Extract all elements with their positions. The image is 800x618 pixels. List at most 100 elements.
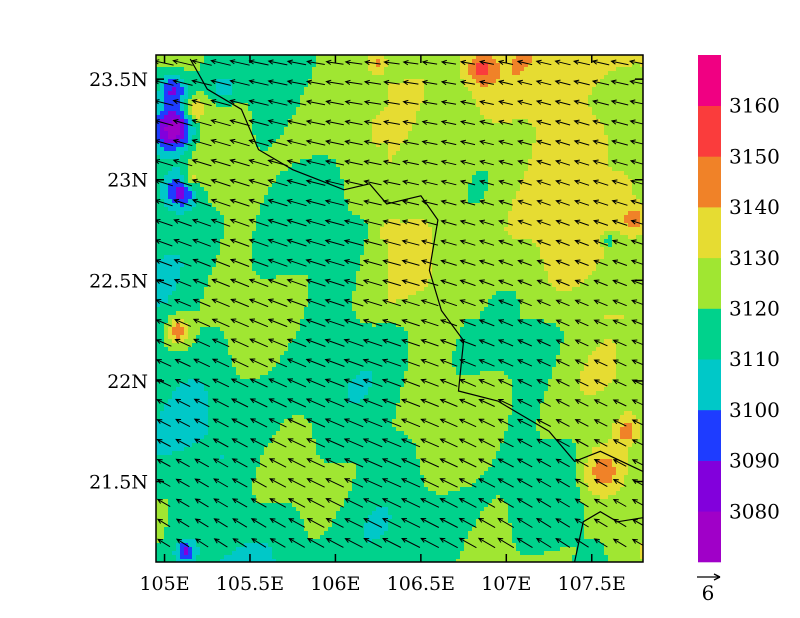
- wind-arrow: [440, 199, 457, 206]
- wind-arrow: [458, 498, 477, 508]
- wind-arrow: [212, 458, 229, 468]
- wind-arrow: [573, 179, 590, 186]
- wind-arrow: [230, 318, 249, 328]
- wind-arrow: [593, 538, 608, 548]
- wind-arrow: [325, 119, 344, 126]
- wind-arrow: [440, 99, 457, 106]
- wind-arrow: [440, 79, 457, 86]
- wind-arrow: [555, 537, 571, 548]
- wind-arrow: [612, 399, 627, 407]
- wind-arrow: [381, 418, 402, 428]
- wind-arrow: [574, 538, 589, 548]
- wind-arrow: [213, 498, 229, 508]
- wind-arrow: [420, 438, 439, 448]
- wind-arrow: [192, 298, 211, 307]
- wind-arrow: [248, 139, 269, 147]
- wind-arrow: [629, 99, 643, 105]
- wind-arrow: [305, 238, 326, 247]
- wind-arrow: [439, 498, 458, 508]
- wind-arrow: [536, 279, 551, 287]
- wind-arrow: [212, 398, 229, 408]
- wind-arrow: [382, 299, 402, 307]
- wind-arrow: [535, 518, 552, 528]
- wind-arrow: [191, 218, 212, 227]
- wind-arrow: [230, 398, 249, 408]
- wind-arrow: [439, 339, 458, 347]
- wind-arrow: [250, 518, 267, 528]
- wind-arrow: [344, 99, 363, 105]
- wind-arrow: [192, 258, 211, 267]
- wind-arrow: [287, 498, 306, 508]
- wind-arrow: [554, 99, 571, 106]
- wind-arrow: [306, 458, 325, 468]
- wind-arrow: [536, 498, 552, 508]
- wind-arrow: [229, 238, 250, 247]
- wind-arrow: [612, 259, 628, 266]
- wind-arrow: [172, 59, 193, 66]
- wind-arrow: [439, 478, 458, 488]
- wind-arrow: [458, 418, 477, 428]
- wind-arrow: [478, 458, 496, 468]
- colorbar-label: 3080: [729, 499, 780, 523]
- wind-arrow: [267, 218, 288, 227]
- wind-arrow: [210, 138, 231, 147]
- colorbar-label: 3140: [729, 195, 780, 219]
- wind-arrow: [381, 518, 402, 528]
- coastline-border: [189, 58, 643, 562]
- wind-arrow: [249, 398, 268, 408]
- wind-arrow: [592, 119, 609, 126]
- wind-arrow: [440, 299, 458, 307]
- wind-arrow: [324, 318, 345, 327]
- colorbar-segment: [698, 257, 721, 309]
- wind-arrow: [344, 159, 363, 166]
- wind-arrow: [343, 438, 364, 448]
- axes: 105E 105.5E 106E 106.5E 107E 107.5E 21.5N 22N 22…: [89, 55, 643, 595]
- wind-arrow: [459, 259, 476, 266]
- wind-arrow: [248, 258, 269, 267]
- wind-arrow: [288, 538, 305, 548]
- wind-arrow: [439, 378, 458, 387]
- wind-arrow: [194, 478, 209, 488]
- colorbar-label: 3160: [729, 94, 780, 118]
- wind-arrow: [267, 298, 288, 307]
- wind-arrow: [343, 398, 364, 408]
- colorbar-label: 3120: [729, 297, 780, 321]
- wind-arrow: [210, 158, 231, 167]
- wind-arrow: [231, 418, 249, 428]
- wind-arrow: [593, 518, 608, 528]
- wind-arrow: [324, 438, 345, 448]
- wind-arrow: [267, 59, 288, 66]
- wind-arrow: [420, 299, 439, 307]
- wind-arrow: [156, 119, 174, 126]
- wind-arrow: [401, 358, 420, 367]
- wind-arrow: [631, 459, 643, 466]
- wind-arrow: [305, 318, 326, 327]
- wind-arrow: [555, 458, 570, 468]
- colorbar-label: 3150: [729, 144, 780, 168]
- wind-arrow: [593, 459, 608, 467]
- wind-arrow: [248, 218, 269, 227]
- wind-arrow: [591, 79, 610, 86]
- wind-arrow: [593, 299, 608, 307]
- wind-arrow: [459, 279, 476, 287]
- wind-arrow: [286, 119, 307, 126]
- wind-arrow: [305, 119, 326, 126]
- wind-arrow: [439, 358, 458, 367]
- wind-arrow: [305, 398, 326, 408]
- wind-arrow: [497, 379, 514, 387]
- colorbar: 3080 3090 3100 3110 3120 3130 3140 3150 3160: [698, 55, 780, 563]
- wind-arrow: [305, 278, 326, 287]
- wind-arrow: [612, 359, 627, 367]
- wind-arrow: [574, 419, 589, 427]
- wind-arrow: [229, 99, 250, 106]
- wind-arrow: [555, 319, 570, 327]
- wind-arrow: [193, 398, 210, 408]
- wind-arrow: [630, 239, 643, 245]
- wind-arrow: [402, 159, 419, 166]
- wind-arrow: [592, 99, 609, 106]
- wind-arrow: [459, 179, 476, 186]
- wind-arrow: [612, 279, 627, 287]
- wind-arrow: [172, 119, 193, 127]
- wind-arrow: [402, 119, 419, 125]
